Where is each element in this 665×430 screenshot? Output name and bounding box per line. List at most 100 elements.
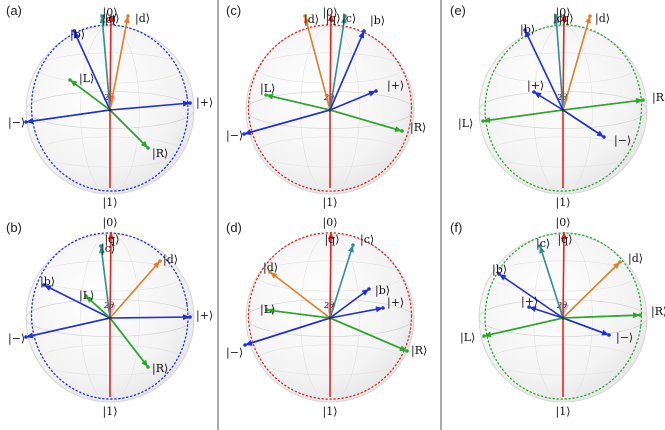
ket-q-arrowhead (107, 232, 114, 240)
ket-zero-label: |0⟩ (323, 6, 338, 20)
ket-q-arrowhead (560, 232, 567, 240)
ket-b-label: |b⟩ (70, 28, 85, 42)
ket-R-line (562, 99, 644, 111)
ket-R-line (109, 317, 149, 368)
ket-c-arrowhead (99, 16, 106, 24)
ket-L-line (266, 309, 331, 319)
panel-e: 2θ|0⟩|q⟩|c⟩|d⟩|b⟩|+⟩|R⟩|−⟩|L⟩|1⟩(e) (450, 3, 665, 210)
meridian-line (533, 25, 593, 195)
ket-b-endpoint (497, 272, 501, 276)
ket-c-arrowhead (539, 246, 545, 254)
ket-plus-endpoint (374, 89, 378, 93)
ket-minus-line (243, 109, 331, 135)
ket-q-label: |q⟩ (557, 233, 572, 247)
panel-f: 2θ |0⟩ |q⟩ |c⟩ |d⟩ |b⟩ |+⟩ |R⟩ |−⟩ |L⟩ |1⟩ (f) (450, 216, 665, 419)
ket-b-endpoint (523, 28, 527, 32)
ket-c-label: |c⟩ (536, 237, 550, 251)
ket-d-endpoint (126, 14, 130, 18)
ket-q-vector (329, 13, 332, 111)
ket-d-label: |d⟩ (263, 261, 278, 275)
sphere-center (328, 316, 332, 320)
angle-wedge (559, 303, 569, 318)
sphere-center (108, 316, 112, 320)
ket-plus-label: |+⟩ (521, 295, 538, 309)
sphere-center (108, 108, 112, 112)
meridian-line (300, 25, 360, 195)
ket-d-vector (269, 271, 331, 319)
ket-b-vector (43, 284, 111, 319)
ket-c-endpoint (99, 244, 103, 248)
ket-q-arrowhead (327, 232, 334, 240)
ket-zero-label: |0⟩ (323, 216, 338, 230)
ket-plus-vector (109, 316, 191, 319)
ket-b-vector (524, 29, 564, 111)
ket-R-label: |R⟩ (410, 121, 426, 135)
ket-one-label: |1⟩ (556, 405, 571, 419)
meridian-line (80, 25, 140, 195)
ket-R-line (329, 109, 403, 132)
ket-c-endpoint (538, 244, 542, 248)
ket-b-arrowhead (358, 31, 364, 39)
ket-d-endpoint (618, 260, 622, 264)
ket-d-arrowhead (123, 16, 130, 24)
ket-q-arrowhead (327, 14, 334, 22)
ket-plus-vector (109, 102, 191, 111)
ket-c-vector (329, 244, 354, 319)
ket-b-label: |b⟩ (520, 23, 535, 37)
ket-zero-label: |0⟩ (103, 6, 118, 20)
panel-c: 2θ |0⟩|q⟩ |c⟩ |d⟩ |b⟩ |L⟩ |+⟩ |−⟩ |R⟩ |1⟩ (c) (226, 3, 426, 210)
ket-b-arrowhead (74, 31, 80, 39)
ket-d-endpoint (588, 14, 592, 18)
angle-label: 2θ (323, 93, 334, 102)
ket-L-line (265, 94, 331, 111)
ket-b-arrowhead (525, 30, 531, 38)
dotted-great-circle (247, 232, 413, 400)
panel-b: 2θ|0⟩|q⟩|c⟩|d⟩|b⟩|L⟩|+⟩|−⟩|R⟩|1⟩(b) (6, 216, 213, 419)
ket-minus-label: |−⟩ (8, 332, 25, 346)
panel-tag-b: (b) (6, 220, 22, 235)
ket-plus-arrowhead (182, 100, 190, 107)
ket-q-label: |q⟩ (325, 12, 340, 26)
ket-plus-arrowhead (529, 306, 537, 313)
ket-L-label: |L⟩ (458, 117, 473, 131)
ket-R-label: |R⟩ (411, 344, 427, 358)
ket-d-label: |d⟩ (304, 13, 319, 27)
ket-zero-label: |0⟩ (556, 216, 571, 230)
ket-c-label: |c⟩ (101, 242, 115, 256)
ket-d-endpoint (268, 270, 272, 274)
ket-c-endpoint (554, 14, 558, 18)
ket-q-label: |q⟩ (104, 12, 119, 26)
ket-plus-endpoint (188, 101, 192, 105)
ket-q-label: |q⟩ (558, 12, 573, 26)
ket-R-line (562, 314, 641, 319)
ket-d-endpoint (158, 259, 162, 263)
meridian-line (533, 233, 593, 403)
ket-q-vector (329, 231, 332, 319)
ket-d-vector (562, 15, 591, 111)
panel-tag-c: (c) (226, 3, 241, 18)
ket-L-label: |L⟩ (460, 331, 475, 345)
ket-L-line (69, 79, 111, 111)
ket-c-label: |c⟩ (102, 13, 116, 27)
ket-plus-endpoint (381, 306, 385, 310)
ket-zero-label: |0⟩ (103, 216, 118, 230)
ket-b-vector (73, 30, 111, 111)
ket-c-vector (101, 15, 111, 111)
ket-c-label: |c⟩ (360, 233, 374, 247)
ket-c-vector (539, 245, 564, 319)
ket-b-endpoint (72, 29, 76, 33)
ket-c-arrowhead (553, 16, 560, 24)
meridian-line (300, 233, 360, 403)
ket-R-label: |R⟩ (152, 362, 168, 376)
ket-c-label: |c⟩ (553, 12, 567, 26)
ket-b-arrowhead (361, 289, 369, 296)
ket-c-vector (555, 15, 564, 111)
ket-plus-arrowhead (534, 92, 542, 99)
ket-d-label: |d⟩ (595, 12, 610, 26)
ket-c-endpoint (343, 14, 347, 18)
ket-c-arrowhead (348, 245, 354, 253)
ket-d-vector (109, 15, 129, 111)
ket-c-arrowhead (340, 16, 347, 24)
